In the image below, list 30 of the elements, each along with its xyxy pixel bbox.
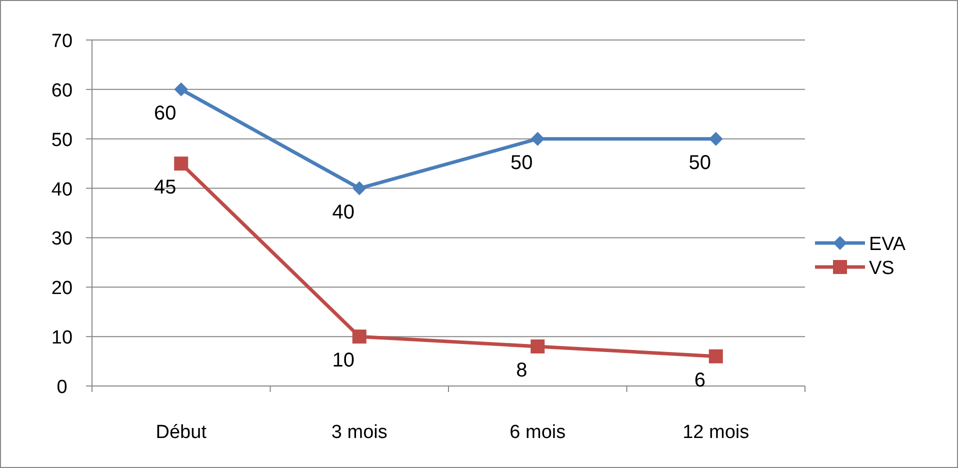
x-tick-label: 6 mois bbox=[510, 422, 566, 443]
point bbox=[352, 181, 366, 196]
legend-label: VS bbox=[869, 258, 894, 279]
data-label: 60 bbox=[154, 102, 176, 124]
y-tick-label: 50 bbox=[51, 130, 73, 151]
data-label: 10 bbox=[332, 350, 354, 372]
point bbox=[174, 82, 188, 96]
data-label: 6 bbox=[694, 369, 706, 392]
y-tick-label: 40 bbox=[51, 179, 73, 200]
data-label: 50 bbox=[688, 152, 711, 174]
y-tick-label: 0 bbox=[56, 377, 68, 398]
x-tick-label: 3 mois bbox=[331, 422, 388, 443]
data-label: 50 bbox=[510, 152, 533, 174]
y-tick-label: 30 bbox=[51, 228, 73, 250]
y-tick-label: 20 bbox=[51, 278, 73, 300]
point bbox=[530, 339, 545, 354]
x-tick-label: Début bbox=[156, 422, 208, 443]
x-tick-label: 12 mois bbox=[682, 422, 750, 443]
data-label: 8 bbox=[516, 359, 528, 382]
legend-label: EVA bbox=[869, 234, 906, 255]
point bbox=[708, 349, 723, 364]
y-tick-label: 60 bbox=[51, 80, 73, 102]
y-tick-label: 70 bbox=[51, 31, 73, 52]
point bbox=[174, 156, 188, 171]
point bbox=[530, 132, 545, 146]
y-tick-label: 10 bbox=[51, 328, 73, 349]
point bbox=[708, 132, 723, 146]
data-label: 40 bbox=[332, 201, 354, 224]
data-label: 45 bbox=[154, 176, 176, 199]
point bbox=[352, 330, 366, 344]
